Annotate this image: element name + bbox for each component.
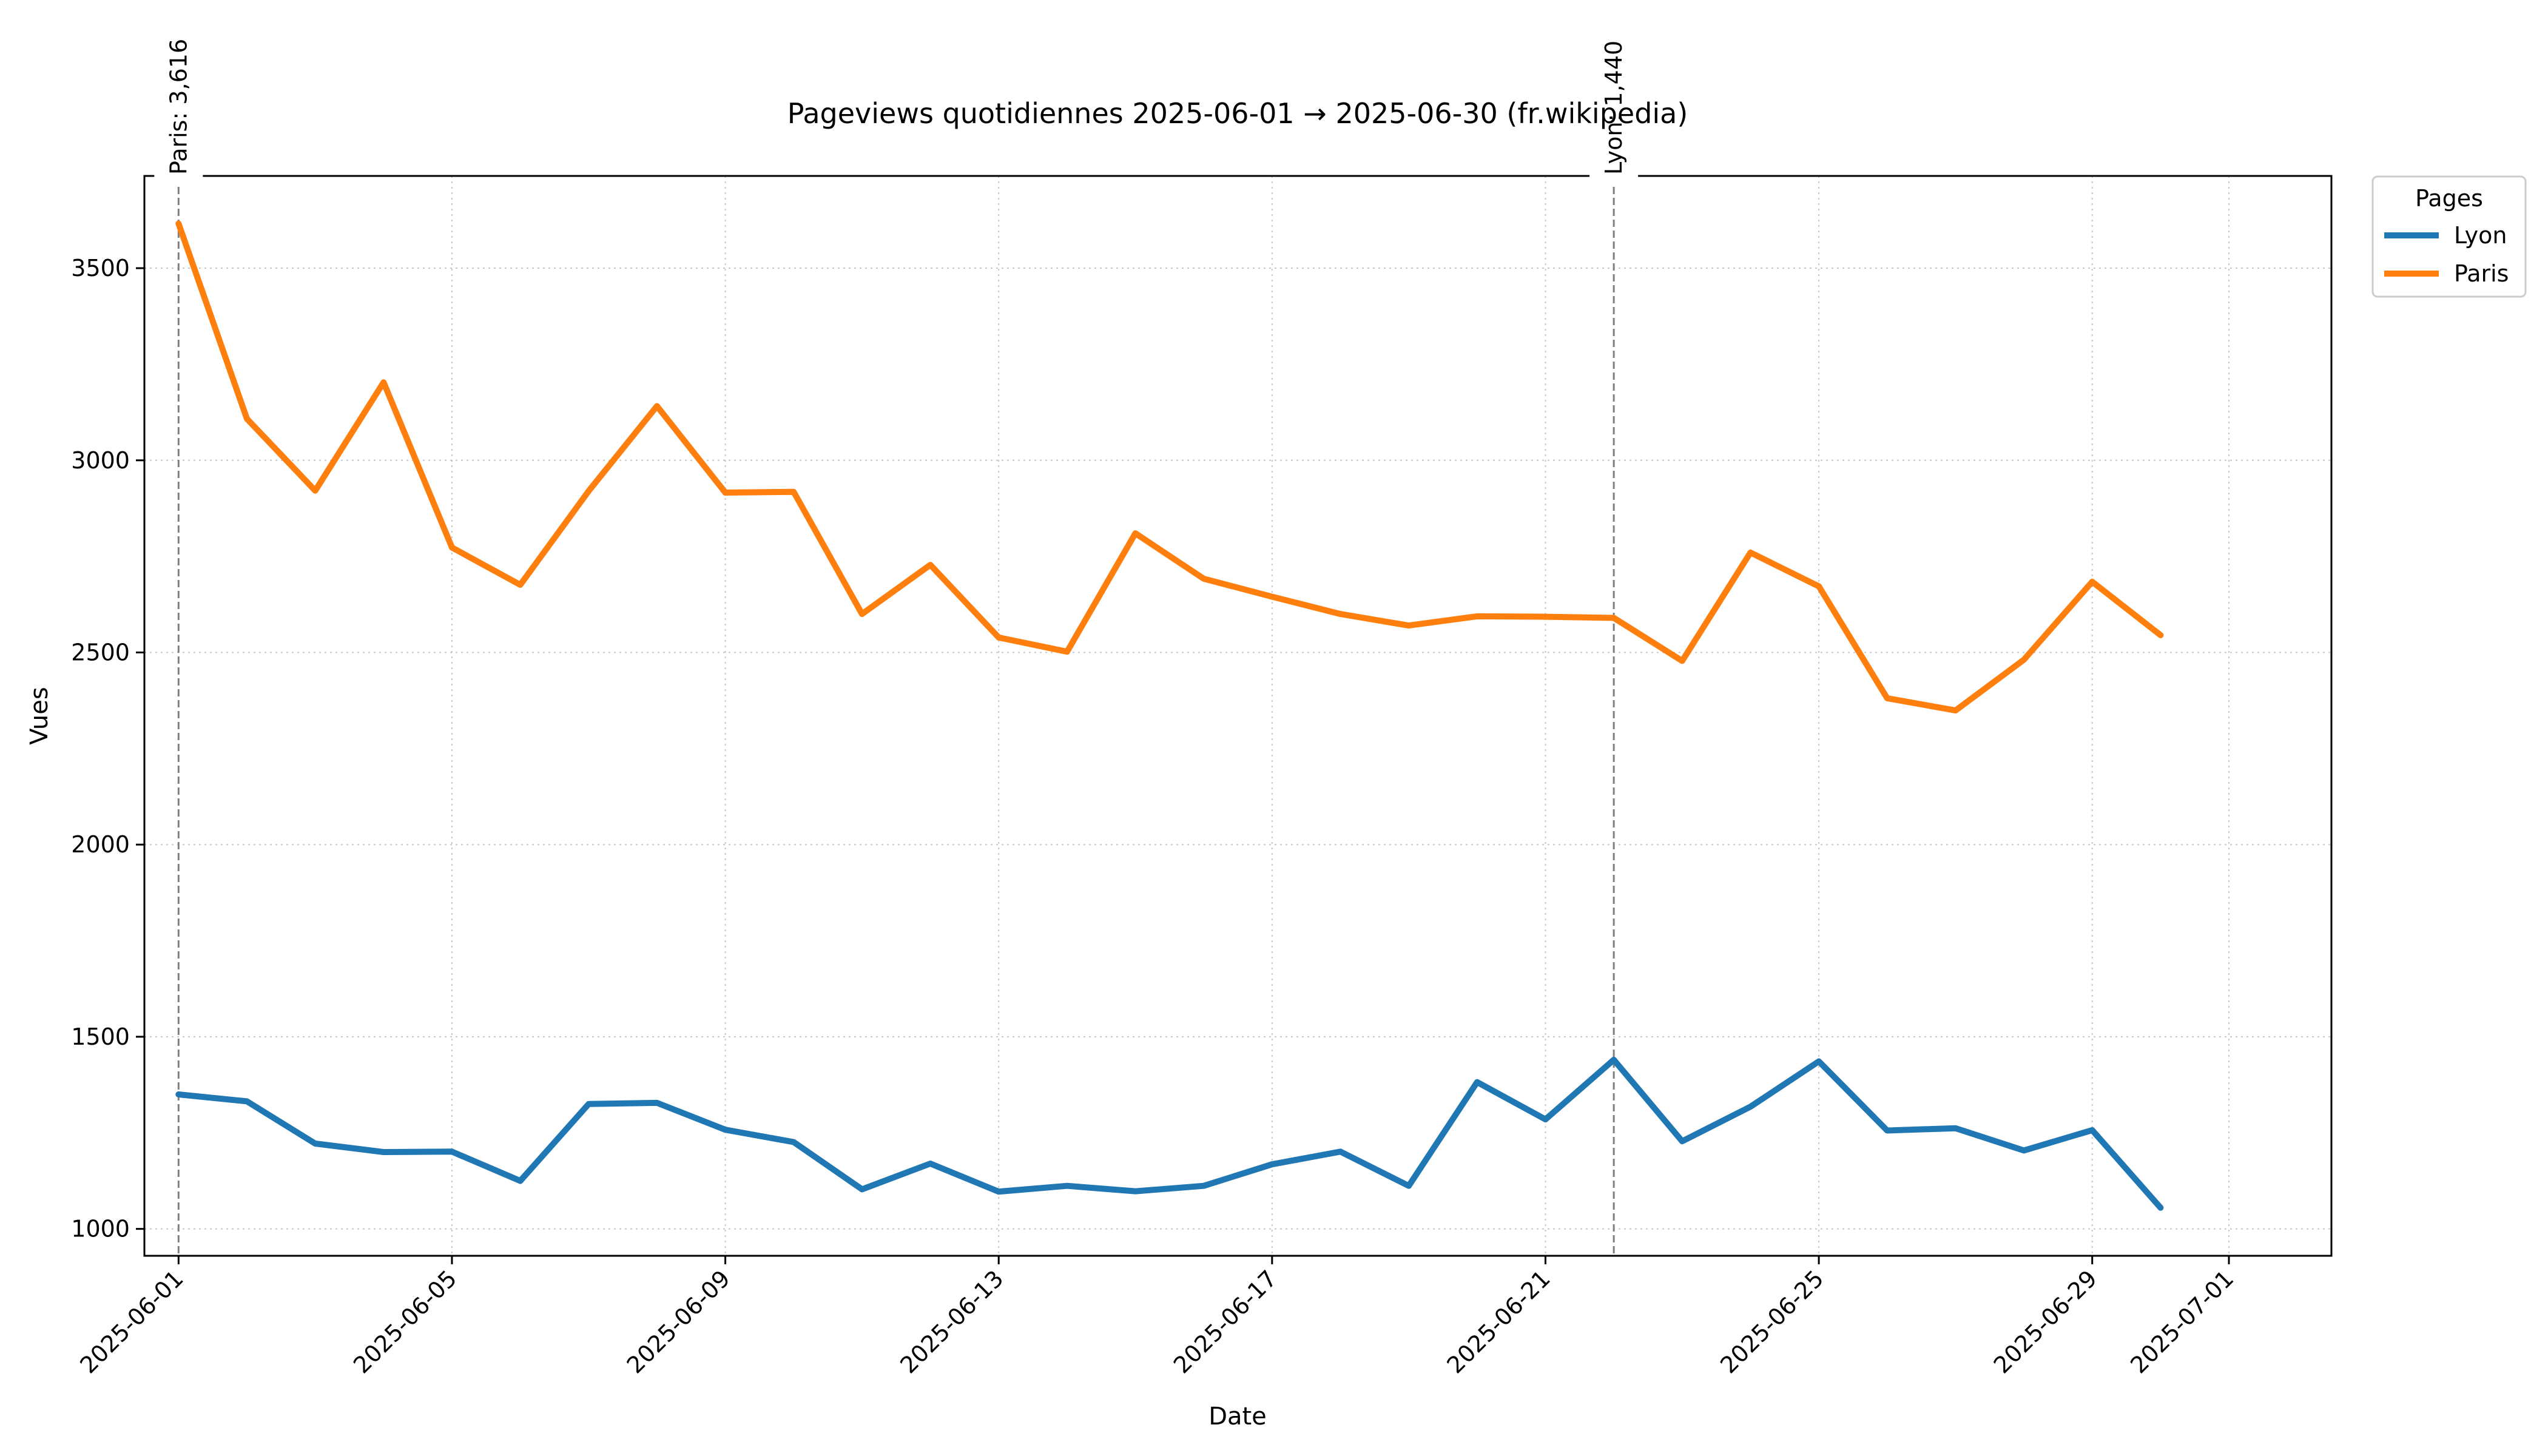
y-tick-label: 1000 [71, 1216, 130, 1242]
plot-frame [143, 175, 2333, 1257]
y-tick-label: 3000 [71, 447, 130, 474]
annotation-lines [177, 176, 1615, 1256]
legend-entry-lyon: Lyon [2454, 222, 2507, 249]
annotation-labels: Paris: 3,616 Lyon: 1,440 [154, 39, 1639, 184]
annotation-label: Paris: 3,616 [165, 39, 192, 175]
y-tick-label: 1500 [71, 1023, 130, 1050]
annotation-label-bg [154, 169, 203, 184]
legend-box [2371, 175, 2527, 298]
x-axis-label: Date [1208, 1403, 1267, 1431]
y-tick-label: 2000 [71, 831, 130, 858]
annotation-label-bg [1589, 169, 1639, 184]
series-line-paris [175, 220, 2164, 714]
y-axis: 1000 1500 2000 2500 3000 3500 [71, 255, 144, 1242]
y-tick-label: 3500 [71, 255, 130, 281]
y-axis-label: Vues [25, 687, 53, 744]
annotation-label: Lyon: 1,440 [1600, 41, 1627, 175]
y-tick-label: 2500 [71, 639, 130, 666]
grid-lines [144, 176, 2331, 1256]
series-lines [175, 220, 2164, 1211]
chart-title: Pageviews quotidiennes 2025-06-01 → 2025… [787, 97, 1688, 130]
legend-title: Pages [2415, 185, 2483, 212]
legend: Pages Lyon Paris [2371, 175, 2527, 298]
legend-entry-paris: Paris [2454, 260, 2509, 287]
series-line-lyon [175, 1056, 2164, 1211]
